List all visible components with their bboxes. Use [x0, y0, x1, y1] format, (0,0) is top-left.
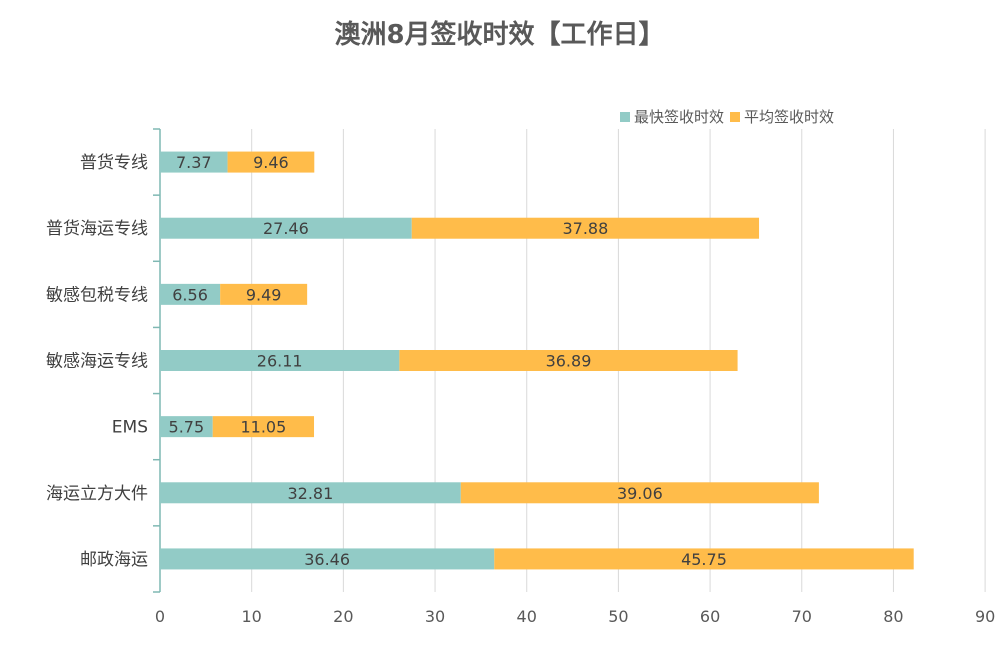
legend: 最快签收时效 平均签收时效: [620, 106, 840, 127]
bar-avg: [220, 283, 308, 305]
legend-swatch-avg: [730, 111, 741, 122]
data-label: 37.88: [562, 219, 608, 238]
bar-fast: [160, 283, 221, 305]
category-label: 敏感海运专线: [46, 352, 148, 372]
x-tick-label: 80: [883, 607, 903, 626]
data-label: 7.37: [176, 153, 212, 172]
category-label: EMS: [112, 418, 148, 438]
bar-fast: [160, 350, 400, 371]
x-tick-label: 10: [242, 607, 262, 626]
category-label: 邮政海运: [80, 550, 148, 570]
x-tick-label: 20: [333, 607, 353, 626]
legend-item-fast: 最快签收时效: [620, 106, 724, 127]
data-label: 9.46: [253, 153, 289, 172]
bar-avg: [212, 416, 315, 438]
x-tick-label: 60: [700, 607, 720, 626]
legend-swatch-fast: [620, 111, 630, 122]
bar-avg: [460, 482, 819, 504]
category-label: 普货海运专线: [46, 219, 148, 239]
data-label: 39.06: [617, 484, 663, 503]
legend-label-fast: 最快签收时效: [634, 108, 725, 126]
data-label: 11.05: [240, 418, 286, 437]
bar-fast: [160, 151, 228, 173]
x-tick-label: 0: [155, 607, 165, 626]
bar-fast: [160, 548, 495, 570]
bar-fast: [160, 482, 461, 504]
category-label: 普货专线: [80, 153, 148, 173]
category-label: 敏感包税专线: [46, 285, 148, 305]
x-tick-label: 50: [608, 607, 628, 626]
category-label: 海运立方大件: [46, 484, 148, 504]
x-tick-label: 40: [517, 607, 537, 626]
legend-label-avg: 平均签收时效: [744, 108, 835, 126]
data-label: 9.49: [246, 285, 282, 304]
x-tick-label: 70: [792, 607, 812, 626]
bar-avg: [494, 548, 914, 570]
data-label: 6.56: [172, 285, 208, 304]
x-tick-label: 90: [975, 607, 995, 626]
bar-avg: [411, 217, 760, 239]
bar-avg: [399, 350, 738, 371]
legend-item-avg: 平均签收时效: [730, 106, 834, 127]
data-label: 26.11: [257, 352, 303, 371]
x-tick-label: 30: [425, 607, 445, 626]
data-label: 27.46: [263, 219, 309, 238]
data-label: 36.46: [304, 550, 350, 569]
chart-title: 澳洲8月签收时效【工作日】: [334, 20, 665, 50]
data-label: 32.81: [287, 484, 333, 503]
data-label: 36.89: [546, 352, 592, 371]
bar-fast: [160, 217, 412, 239]
bar-fast: [160, 416, 213, 438]
data-label: 5.75: [169, 418, 205, 437]
data-label: 45.75: [681, 550, 727, 569]
bar-avg: [227, 151, 315, 173]
